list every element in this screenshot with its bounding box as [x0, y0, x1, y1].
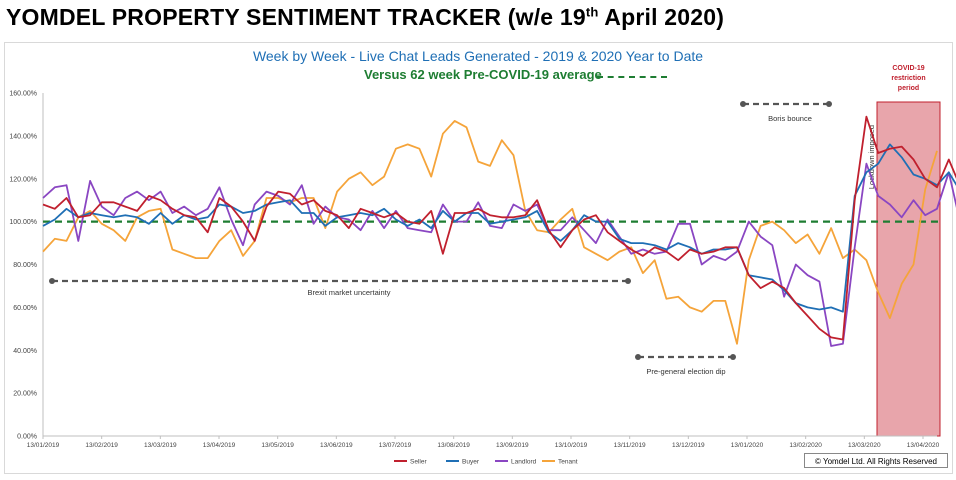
covid-restriction-region: [876, 101, 941, 437]
chart-subtitle: Versus 62 week Pre-COVID-19 average: [364, 67, 602, 82]
x-tick-label: 13/01/2020: [731, 442, 764, 449]
election-marker-dot-end: [730, 354, 736, 360]
election-marker-dot-start: [635, 354, 641, 360]
y-tick-label: 60.00%: [13, 305, 37, 312]
x-tick-label: 13/04/2019: [203, 442, 236, 449]
boris-marker-dot-start: [740, 101, 746, 107]
y-tick-label: 40.00%: [13, 348, 37, 355]
covid-label-line: restriction: [891, 75, 925, 82]
brexit-label: Brexit market uncertainty: [308, 288, 391, 297]
lockdown-label: Lockdown imposed: [867, 125, 876, 189]
y-tick-label: 0.00%: [17, 434, 37, 441]
x-tick-label: 13/07/2019: [379, 442, 412, 449]
y-tick-label: 160.00%: [9, 91, 37, 98]
series-line-buyer: [42, 143, 956, 313]
x-tick-label: 13/03/2019: [144, 442, 177, 449]
x-tick-label: 13/10/2019: [555, 442, 588, 449]
x-tick-label: 13/08/2019: [437, 442, 470, 449]
y-tick-label: 80.00%: [13, 262, 37, 269]
x-tick-label: 13/03/2020: [848, 442, 881, 449]
x-tick-label: 13/12/2019: [672, 442, 705, 449]
covid-label-line: COVID-19: [892, 65, 924, 72]
chart-title: Week by Week - Live Chat Leads Generated…: [252, 48, 704, 64]
x-tick-label: 13/01/2019: [27, 442, 60, 449]
x-tick-label: 13/02/2019: [85, 442, 118, 449]
series-line-seller: [42, 115, 956, 341]
x-tick-label: 13/11/2019: [614, 442, 646, 449]
x-tick-label: 13/06/2019: [320, 442, 353, 449]
brexit-marker-dot-start: [49, 278, 55, 284]
series-line-landlord: [42, 162, 956, 347]
x-tick-label: 13/02/2020: [789, 442, 822, 449]
y-tick-label: 120.00%: [9, 176, 37, 183]
legend-label-tenant: Tenant: [558, 459, 578, 466]
boris-marker-dot-end: [826, 101, 832, 107]
brexit-marker-dot-end: [625, 278, 631, 284]
x-tick-label: 13/05/2019: [261, 442, 294, 449]
series-line-tenant: [42, 120, 938, 345]
copyright-notice: © Yomdel Ltd. All Rights Reserved: [804, 453, 948, 468]
y-tick-label: 20.00%: [13, 391, 37, 398]
average-legend-dash: [597, 76, 667, 78]
x-tick-label: 13/04/2020: [907, 442, 940, 449]
election-label: Pre-general election dip: [646, 367, 725, 376]
covid-label-line: period: [898, 85, 919, 92]
chart-frame: [4, 42, 953, 474]
page-title-rest: April 2020): [598, 4, 725, 30]
boris-label: Boris bounce: [768, 114, 812, 123]
page-title-sup: th: [585, 4, 599, 20]
y-tick-label: 140.00%: [9, 133, 37, 140]
legend-label-landlord: Landlord: [511, 459, 537, 466]
y-tick-label: 100.00%: [9, 219, 37, 226]
page-title-main: YOMDEL PROPERTY SENTIMENT TRACKER (w/e 1…: [6, 4, 586, 30]
page-title: YOMDEL PROPERTY SENTIMENT TRACKER (w/e 1…: [6, 4, 724, 31]
legend-label-seller: Seller: [410, 459, 427, 466]
x-tick-label: 13/09/2019: [496, 442, 529, 449]
legend-label-buyer: Buyer: [462, 459, 480, 466]
